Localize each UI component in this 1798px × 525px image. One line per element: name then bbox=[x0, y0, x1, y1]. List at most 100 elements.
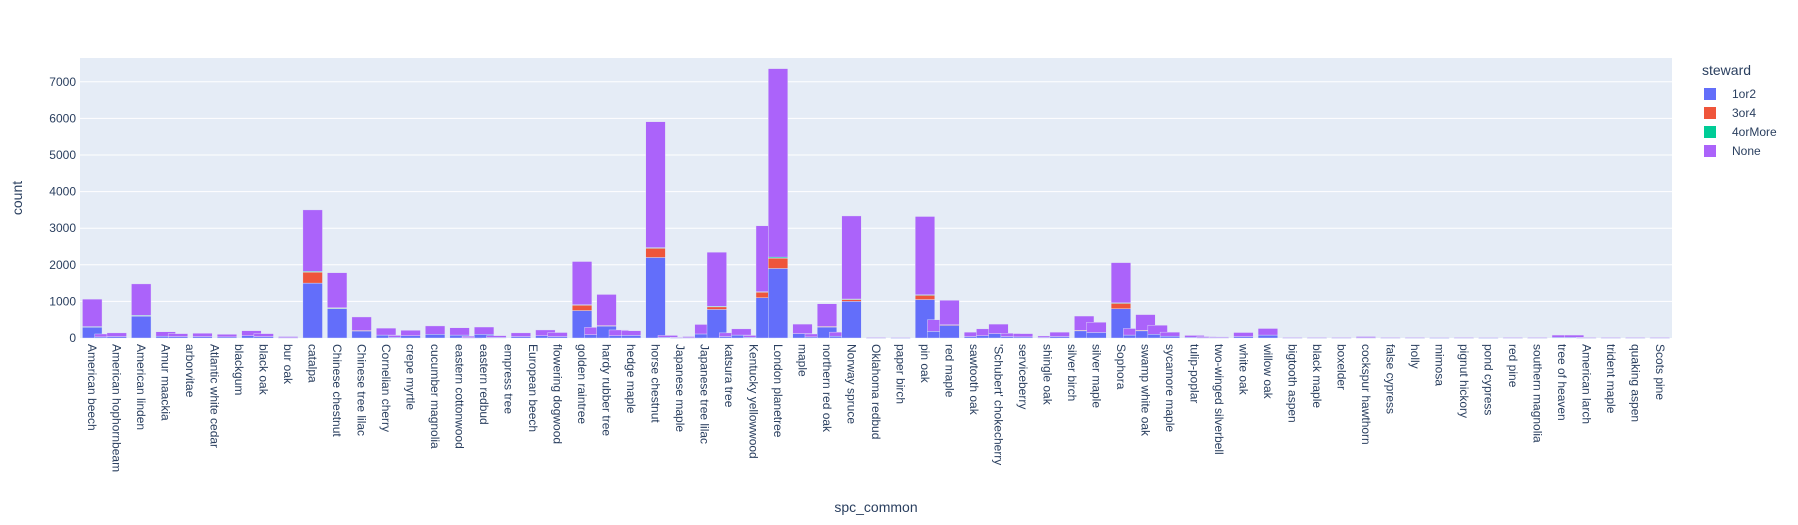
bar-segment-None[interactable] bbox=[914, 216, 935, 296]
bar-segment-1or2[interactable] bbox=[621, 335, 642, 339]
bar-segment-None[interactable] bbox=[1576, 337, 1597, 339]
bar-segment-1or2[interactable] bbox=[106, 336, 127, 339]
bar-segment-None[interactable] bbox=[449, 327, 470, 336]
bar-segment-1or2[interactable] bbox=[547, 336, 568, 339]
bar-segment-1or2[interactable] bbox=[400, 335, 421, 339]
bar-segment-1or2[interactable] bbox=[425, 334, 446, 339]
bar-segment-None[interactable] bbox=[82, 298, 103, 327]
bar-segment-1or2[interactable] bbox=[253, 336, 274, 339]
bar-segment-None[interactable] bbox=[645, 121, 666, 248]
bar-segment-3or4[interactable] bbox=[572, 304, 593, 311]
bar-segment-3or4[interactable] bbox=[768, 258, 789, 269]
bar-segment-None[interactable] bbox=[988, 323, 1009, 334]
bar-segment-None[interactable] bbox=[1649, 337, 1670, 339]
bar-segment-None[interactable] bbox=[1282, 337, 1303, 339]
bar-segment-None[interactable] bbox=[621, 330, 642, 336]
x-tick-label: eastern cottonwood bbox=[453, 344, 467, 449]
legend[interactable]: steward 1or2 3or4 4orMore None bbox=[1702, 62, 1777, 160]
bar-segment-None[interactable] bbox=[1527, 337, 1548, 339]
bar-segment-1or2[interactable] bbox=[327, 308, 348, 339]
x-tick-label: Chinese chestnut bbox=[330, 344, 344, 437]
bar-segment-1or2[interactable] bbox=[1233, 336, 1254, 339]
bar-segment-1or2[interactable] bbox=[841, 301, 862, 339]
bar-segment-1or2[interactable] bbox=[1257, 334, 1278, 339]
x-tick-label: silver birch bbox=[1065, 344, 1079, 401]
bar-segment-None[interactable] bbox=[351, 316, 372, 331]
bar-segment-1or2[interactable] bbox=[192, 336, 213, 339]
bar-segment-None[interactable] bbox=[1233, 332, 1254, 337]
bar-segment-None[interactable] bbox=[302, 209, 323, 272]
bar-segment-1or2[interactable] bbox=[768, 268, 789, 339]
bar-segment-None[interactable] bbox=[939, 300, 960, 326]
bar-segment-None[interactable] bbox=[768, 68, 789, 258]
bar-segment-1or2[interactable] bbox=[131, 315, 152, 339]
bar-segment-3or4[interactable] bbox=[1110, 303, 1131, 309]
bar-segment-None[interactable] bbox=[1331, 337, 1352, 339]
bar-segment-None[interactable] bbox=[1404, 337, 1425, 339]
bar-segment-None[interactable] bbox=[1564, 334, 1585, 338]
bar-segment-1or2[interactable] bbox=[645, 257, 666, 339]
bar-segment-None[interactable] bbox=[890, 337, 911, 339]
bar-segment-1or2[interactable] bbox=[510, 336, 531, 339]
bar-segment-None[interactable] bbox=[131, 283, 152, 316]
bar-segment-1or2[interactable] bbox=[1086, 332, 1107, 339]
bar-segment-None[interactable] bbox=[1159, 331, 1180, 337]
bar-segment-None[interactable] bbox=[400, 330, 421, 337]
bar-segment-1or2[interactable] bbox=[939, 324, 960, 339]
bar-segment-None[interactable] bbox=[1110, 262, 1131, 304]
bar-segment-None[interactable] bbox=[253, 333, 274, 337]
bar-segment-None[interactable] bbox=[1600, 337, 1621, 339]
legend-item-1or2[interactable]: 1or2 bbox=[1702, 84, 1777, 103]
bar-segment-1or2[interactable] bbox=[351, 330, 372, 339]
bar-segment-None[interactable] bbox=[510, 332, 531, 337]
bar-segment-None[interactable] bbox=[841, 215, 862, 300]
bar-segment-1or2[interactable] bbox=[167, 336, 188, 339]
bar-segment-None[interactable] bbox=[1502, 337, 1523, 339]
bar-segment-None[interactable] bbox=[327, 272, 348, 309]
bar-segment-None[interactable] bbox=[278, 336, 299, 338]
bar-segment-None[interactable] bbox=[1355, 336, 1376, 338]
bar-segment-None[interactable] bbox=[657, 335, 678, 338]
bar-segment-None[interactable] bbox=[1306, 337, 1327, 339]
bar-segment-None[interactable] bbox=[486, 335, 507, 338]
bar-segment-None[interactable] bbox=[1429, 337, 1450, 339]
bar-segment-None[interactable] bbox=[1049, 331, 1070, 337]
legend-item-3or4[interactable]: 3or4 bbox=[1702, 103, 1777, 122]
bar-segment-None[interactable] bbox=[731, 328, 752, 336]
bar-segment-None[interactable] bbox=[1147, 324, 1168, 335]
x-tick-label: Sophora bbox=[1114, 344, 1128, 390]
bar-segment-None[interactable] bbox=[706, 251, 727, 307]
bar-segment-None[interactable] bbox=[817, 303, 838, 327]
bar-segment-3or4[interactable] bbox=[914, 294, 935, 300]
bar-segment-None[interactable] bbox=[596, 294, 617, 326]
bar-segment-None[interactable] bbox=[1257, 328, 1278, 336]
bar-segment-None[interactable] bbox=[1625, 337, 1646, 339]
bar-segment-None[interactable] bbox=[167, 333, 188, 337]
bar-segment-None[interactable] bbox=[376, 327, 397, 336]
bar-segment-None[interactable] bbox=[1380, 337, 1401, 339]
bar-segment-1or2[interactable] bbox=[1049, 336, 1070, 339]
bar-segment-None[interactable] bbox=[572, 261, 593, 305]
bar-segment-None[interactable] bbox=[192, 333, 213, 337]
bar-segment-3or4[interactable] bbox=[645, 248, 666, 258]
bar-segment-None[interactable] bbox=[1086, 322, 1107, 333]
bar-segment-None[interactable] bbox=[474, 326, 495, 335]
bar-segment-None[interactable] bbox=[106, 332, 127, 337]
x-tick-label: Japanese maple bbox=[673, 344, 687, 432]
bar-segment-None[interactable] bbox=[1453, 337, 1474, 339]
bar-segment-None[interactable] bbox=[241, 330, 262, 337]
x-tick-label: Amur maackia bbox=[159, 344, 173, 421]
bar-segment-None[interactable] bbox=[1012, 333, 1033, 338]
bar-segment-None[interactable] bbox=[547, 332, 568, 337]
bar-segment-None[interactable] bbox=[425, 325, 446, 335]
bar-segment-None[interactable] bbox=[216, 334, 237, 338]
bar-segment-1or2[interactable] bbox=[302, 282, 323, 339]
bar-segment-None[interactable] bbox=[1478, 337, 1499, 339]
bar-segment-3or4[interactable] bbox=[302, 271, 323, 284]
bar-segment-None[interactable] bbox=[792, 323, 813, 334]
bar-segment-None[interactable] bbox=[866, 337, 886, 339]
bar-segment-None[interactable] bbox=[1208, 336, 1229, 338]
bar-segment-1or2[interactable] bbox=[1159, 335, 1180, 339]
legend-item-None[interactable]: None bbox=[1702, 141, 1777, 160]
legend-item-4orMore[interactable]: 4orMore bbox=[1702, 122, 1777, 141]
